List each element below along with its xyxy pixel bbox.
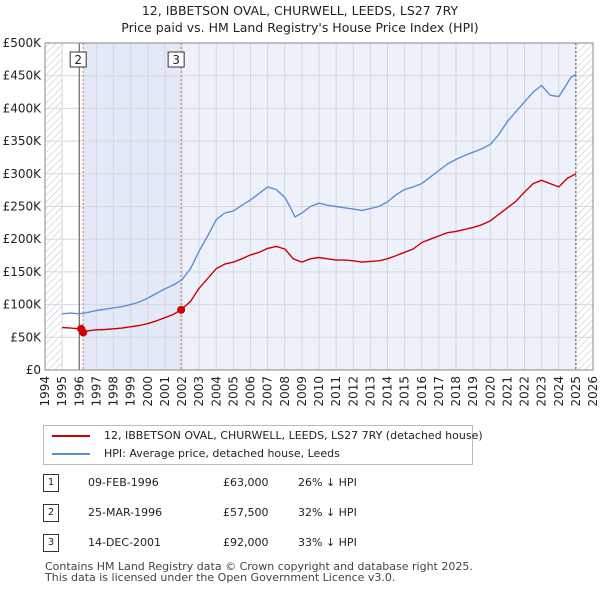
y-tick-label: £500K (3, 36, 43, 50)
chart-title: 12, IBBETSON OVAL, CHURWELL, LEEDS, LS27… (0, 2, 600, 36)
footer-line1: Contains HM Land Registry data © Crown c… (45, 560, 473, 573)
row-price: £57,500 (223, 506, 269, 519)
x-tick-label: 2013 (363, 376, 377, 407)
x-tick-label: 1996 (72, 376, 86, 407)
x-tick-label: 2011 (329, 376, 343, 407)
x-tick-label: 1998 (107, 376, 121, 407)
property-series-line (62, 173, 577, 334)
x-tick-label: 2019 (466, 376, 480, 407)
x-tick-label: 2015 (398, 376, 412, 407)
row-hpi: 33% ↓ HPI (298, 536, 357, 549)
y-tick-label: £350K (3, 134, 43, 148)
legend-property-label: 12, IBBETSON OVAL, CHURWELL, LEEDS, LS27… (104, 429, 483, 442)
marker-lines (78, 43, 577, 370)
legend-hpi-label: HPI: Average price, detached house, Leed… (104, 447, 340, 460)
y-tick-label: £450K (3, 69, 43, 83)
row-hpi: 32% ↓ HPI (298, 506, 357, 519)
y-tick-label: £0 (26, 363, 41, 377)
y-tick-label: £300K (3, 167, 43, 181)
row-hpi: 26% ↓ HPI (298, 476, 357, 489)
table-row: 2 25-MAR-1996 £57,500 32% ↓ HPI (43, 504, 443, 522)
x-tick-label: 2017 (432, 376, 446, 407)
row-date: 14-DEC-2001 (88, 536, 162, 549)
x-tick-label: 2009 (295, 376, 309, 407)
row-price: £63,000 (223, 476, 269, 489)
x-tick-label: 2007 (261, 376, 275, 407)
x-tick-label: 2004 (209, 376, 223, 407)
legend-property-swatch (52, 435, 90, 437)
series-lines (62, 73, 577, 334)
chart-title-line2: Price paid vs. HM Land Registry's House … (121, 20, 479, 35)
marker-label-2: 2 (74, 53, 82, 67)
grid (44, 42, 594, 371)
axes: £0 £50K £100K £150K £200K £250K £300K £350K £400… (3, 36, 600, 407)
x-tick-label: 2024 (552, 376, 566, 407)
legend-item-property: 12, IBBETSON OVAL, CHURWELL, LEEDS, LS27… (52, 428, 483, 444)
x-tick-label: 2000 (141, 376, 155, 407)
marker-label-box-3 (167, 51, 185, 68)
y-tick-label: £400K (3, 101, 43, 115)
chart-title-line1: 12, IBBETSON OVAL, CHURWELL, LEEDS, LS27… (141, 3, 459, 18)
sale-point-3 (177, 305, 186, 314)
x-tick-label: 2010 (312, 376, 326, 407)
x-tick-label: 2002 (175, 376, 189, 407)
y-tick-label: £100K (3, 298, 43, 312)
footer: Contains HM Land Registry data © Crown c… (45, 561, 473, 583)
legend: 12, IBBETSON OVAL, CHURWELL, LEEDS, LS27… (43, 425, 483, 465)
hpi-series-line (62, 73, 577, 315)
x-tick-label: 2023 (535, 376, 549, 407)
x-tick-label: 2003 (192, 376, 206, 407)
x-tick-label: 2018 (449, 376, 463, 407)
legend-item-hpi: HPI: Average price, detached house, Leed… (52, 446, 340, 462)
x-tick-label: 2008 (278, 376, 292, 407)
marker-label-box-2 (69, 51, 87, 68)
row-price: £92,000 (223, 536, 269, 549)
y-tick-label: £250K (3, 200, 43, 214)
table-row: 1 09-FEB-1996 £63,000 26% ↓ HPI (43, 474, 443, 492)
plot-frame (44, 42, 594, 371)
y-tick-label: £200K (3, 232, 43, 246)
footer-line2: This data is licensed under the Open Gov… (45, 571, 396, 584)
x-tick-label: 2022 (518, 376, 532, 407)
marker-label-3: 3 (172, 53, 180, 67)
x-tick-label: 2021 (500, 376, 514, 407)
legend-hpi-swatch (52, 453, 90, 455)
x-tick-label: 2025 (569, 376, 583, 407)
x-tick-label: 1994 (38, 376, 52, 407)
x-tick-label: 2016 (415, 376, 429, 407)
x-tick-label: 1997 (89, 376, 103, 407)
y-tick-label: £50K (10, 330, 42, 344)
x-tick-label: 2005 (226, 376, 240, 407)
row-number-badge: 3 (43, 534, 59, 552)
x-tick-label: 2014 (381, 376, 395, 407)
sale-point-2 (79, 328, 88, 337)
row-number-badge: 2 (43, 504, 59, 522)
table-row: 3 14-DEC-2001 £92,000 33% ↓ HPI (43, 534, 443, 552)
y-tick-label: £150K (3, 265, 43, 279)
x-tick-label: 2006 (244, 376, 258, 407)
x-tick-label: 2012 (346, 376, 360, 407)
row-date: 25-MAR-1996 (88, 506, 163, 519)
x-tick-label: 2001 (158, 376, 172, 407)
x-tick-label: 2026 (586, 376, 600, 407)
row-date: 09-FEB-1996 (88, 476, 159, 489)
x-tick-label: 1995 (55, 376, 69, 407)
x-tick-label: 1999 (124, 376, 138, 407)
row-number-badge: 1 (43, 474, 59, 492)
x-tick-label: 2020 (483, 376, 497, 407)
sale-points (77, 305, 186, 337)
